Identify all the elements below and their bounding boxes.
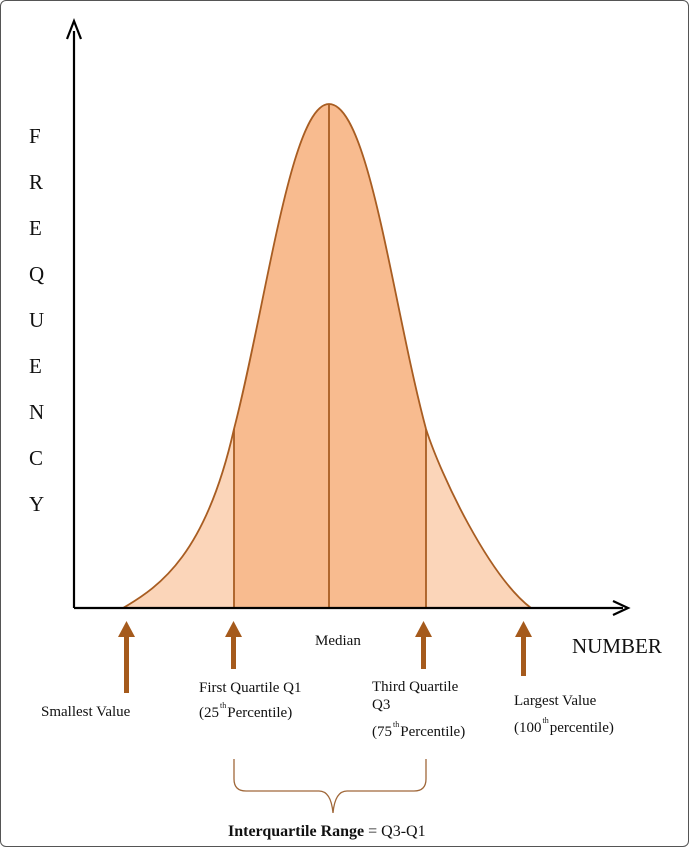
x-axis-arrowhead-icon	[612, 600, 631, 616]
largest-sup: th	[542, 716, 549, 725]
q1-close: Percentile)	[227, 705, 293, 721]
q3-label-line2: Q3	[372, 697, 391, 713]
q3-close: Percentile)	[400, 724, 466, 740]
y-axis-letter: E	[29, 216, 42, 240]
x-axis-label: NUMBER	[572, 634, 662, 658]
y-axis-letter: R	[29, 170, 44, 194]
q3-sup: th	[393, 720, 400, 729]
interquartile-region	[234, 104, 426, 608]
left-tail-region	[123, 429, 234, 608]
q1-arrow-icon	[225, 621, 242, 669]
right-tail-region	[426, 429, 531, 608]
largest-open: (100	[514, 720, 542, 736]
y-axis-letter: C	[29, 446, 44, 470]
q3-label-line3: (75thPercentile)	[372, 721, 466, 740]
y-axis-letter: F	[29, 124, 41, 148]
y-axis	[65, 17, 83, 608]
iqr-bold: Interquartile Range	[228, 823, 365, 840]
largest-close: percentile)	[549, 720, 614, 736]
y-axis-letter: N	[29, 400, 45, 424]
q3-label-line1: Third Quartile	[372, 679, 459, 695]
smallest-value-label: Smallest Value	[41, 704, 131, 720]
iqr-rest: = Q3-Q1	[368, 823, 426, 840]
median-label: Median	[315, 633, 361, 649]
y-axis-letter: Q	[29, 262, 45, 286]
y-axis-letter: U	[29, 308, 45, 332]
smallest-value-arrow-icon	[118, 621, 135, 693]
interquartile-brace	[233, 759, 427, 814]
largest-value-label-line2: (100thpercentile)	[514, 717, 614, 736]
y-axis-arrowhead-icon	[65, 17, 83, 40]
q1-sup: th	[220, 701, 227, 710]
interquartile-range-label: Interquartile Range = Q3-Q1	[228, 824, 426, 840]
y-axis-letter: E	[29, 354, 42, 378]
q1-label-line2: (25thPercentile)	[199, 702, 293, 721]
y-axis-letter: Y	[29, 492, 45, 516]
q3-open: (75	[372, 724, 392, 740]
largest-value-arrow-icon	[515, 621, 532, 676]
largest-value-label-line1: Largest Value	[514, 693, 597, 709]
q1-label-line1: First Quartile Q1	[199, 680, 302, 696]
q1-open: (25	[199, 705, 219, 721]
q3-arrow-icon	[415, 621, 432, 669]
x-axis	[74, 600, 631, 616]
